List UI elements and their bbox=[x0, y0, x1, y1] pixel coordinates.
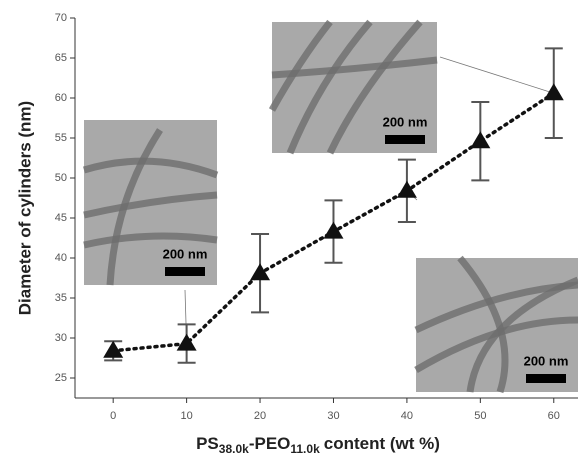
scale-label: 200 nm bbox=[383, 114, 428, 129]
x-title-part: -PEO bbox=[249, 434, 291, 453]
inset-connector bbox=[439, 56, 554, 94]
fiber bbox=[414, 316, 578, 374]
y-tick-label: 55 bbox=[55, 132, 67, 144]
marker bbox=[470, 131, 491, 149]
y-tick-label: 40 bbox=[55, 252, 67, 264]
marker bbox=[543, 83, 564, 101]
y-tick-label: 70 bbox=[55, 12, 67, 24]
x-tick-label: 40 bbox=[401, 410, 413, 422]
x-tick-label: 0 bbox=[110, 410, 116, 422]
x-tick-label: 10 bbox=[180, 410, 192, 422]
scale-bar bbox=[526, 374, 566, 383]
x-title-sub: 11.0k bbox=[290, 442, 320, 456]
scale-bar bbox=[165, 267, 205, 276]
scale-bar bbox=[385, 135, 425, 144]
fiber bbox=[82, 157, 219, 179]
marker bbox=[250, 263, 271, 281]
fiber bbox=[457, 255, 509, 394]
scale-label: 200 nm bbox=[524, 353, 569, 368]
y-tick-label: 45 bbox=[55, 212, 67, 224]
fiber bbox=[268, 19, 333, 112]
y-tick-label: 30 bbox=[55, 332, 67, 344]
fiber bbox=[83, 191, 218, 219]
x-tick-label: 20 bbox=[254, 410, 266, 422]
marker bbox=[323, 221, 344, 239]
marker bbox=[176, 333, 197, 351]
fiber bbox=[326, 19, 423, 155]
x-title-part: content (wt %) bbox=[324, 434, 440, 453]
marker bbox=[396, 180, 417, 198]
fiber bbox=[106, 128, 163, 286]
x-tick-label: 60 bbox=[548, 410, 560, 422]
x-tick-label: 50 bbox=[474, 410, 486, 422]
fiber bbox=[286, 19, 373, 155]
scale-label: 200 nm bbox=[163, 246, 208, 261]
x-axis-title: PS38.0k-PEO11.0k content (wt %) bbox=[196, 434, 440, 456]
y-axis-title: Diameter of cylinders (nm) bbox=[15, 101, 34, 315]
x-title-sub: 38.0k bbox=[219, 442, 249, 456]
y-tick-label: 35 bbox=[55, 292, 67, 304]
x-title-part: PS bbox=[196, 434, 219, 453]
x-tick-label: 30 bbox=[327, 410, 339, 422]
y-tick-label: 25 bbox=[55, 372, 67, 384]
marker bbox=[103, 340, 124, 358]
y-tick-label: 50 bbox=[55, 172, 67, 184]
y-tick-label: 65 bbox=[55, 52, 67, 64]
fiber bbox=[83, 232, 218, 249]
y-tick-label: 60 bbox=[55, 92, 67, 104]
